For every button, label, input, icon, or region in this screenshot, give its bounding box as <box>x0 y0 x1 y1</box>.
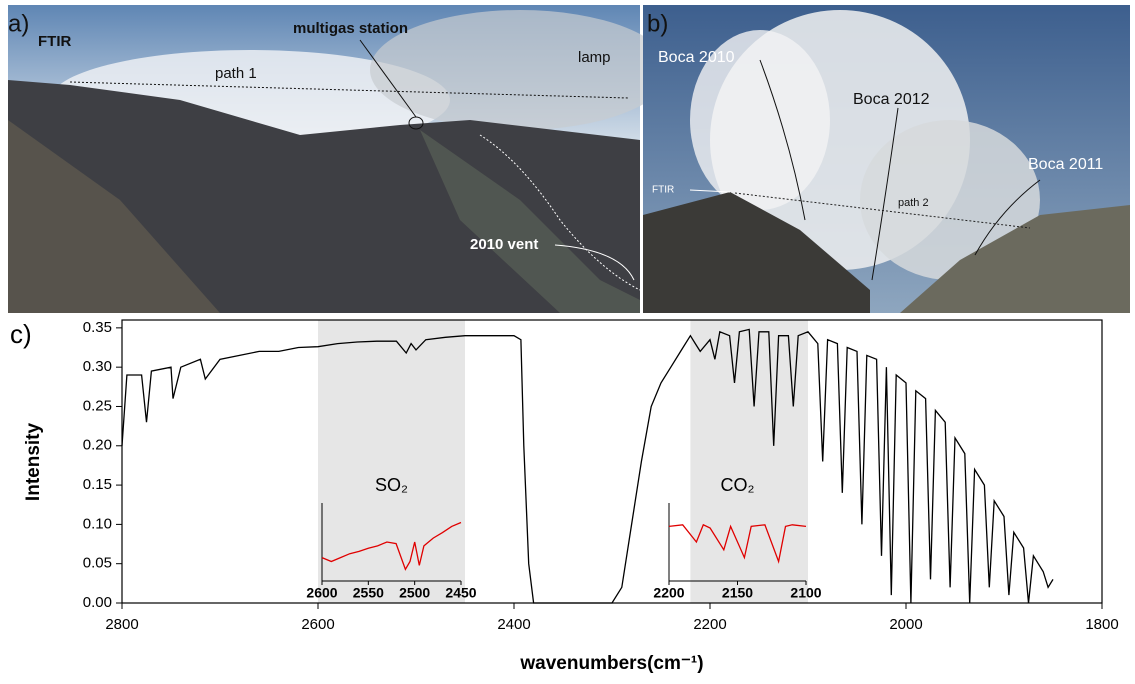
x-tick-label: 2450 <box>445 585 476 601</box>
photo-label: FTIR <box>38 33 71 50</box>
x-tick-label: 2200 <box>653 585 684 601</box>
photo-label: lamp <box>578 49 611 66</box>
inset-label: CO₂ <box>721 475 755 495</box>
photo-b: b) Boca 2010 Boca 2012 Boca 2011 FTIR pa… <box>643 5 1130 313</box>
x-tick-label: 2600 <box>301 616 334 633</box>
x-tick-label: 1800 <box>1085 616 1118 633</box>
x-tick-label: 2800 <box>105 616 138 633</box>
x-tick-label: 2100 <box>790 585 821 601</box>
x-tick-label: 2150 <box>722 585 753 601</box>
x-axis-label: wavenumbers(cm⁻¹) <box>519 653 703 674</box>
photo-label: Boca 2011 <box>1028 156 1103 173</box>
photo-label: Boca 2010 <box>658 49 735 66</box>
x-tick-label: 2400 <box>497 616 530 633</box>
x-tick-label: 2500 <box>399 585 430 601</box>
x-tick-label: 2600 <box>306 585 337 601</box>
photo-label: Boca 2012 <box>853 91 930 108</box>
photo-label: multigas station <box>293 20 408 37</box>
y-tick-label: 0.10 <box>83 515 112 532</box>
photo-label: path 2 <box>898 197 929 209</box>
photo-a: a) FTIR multigas station path 1 lamp 201… <box>8 5 670 313</box>
inset-label: SO₂ <box>375 475 408 495</box>
y-tick-label: 0.15 <box>83 476 112 493</box>
panel-label: c) <box>10 319 32 349</box>
x-tick-label: 2000 <box>889 616 922 633</box>
y-tick-label: 0.25 <box>83 397 112 414</box>
x-tick-label: 2550 <box>353 585 384 601</box>
panel-label: b) <box>647 10 668 37</box>
figure: a) FTIR multigas station path 1 lamp 201… <box>0 0 1135 684</box>
plot-frame <box>122 320 1102 603</box>
y-tick-label: 0.20 <box>83 437 112 454</box>
photo-label: path 1 <box>215 65 257 82</box>
spectrum-line <box>122 329 1053 603</box>
photo-label: 2010 vent <box>470 236 538 253</box>
y-tick-label: 0.35 <box>83 319 112 336</box>
y-axis-label: Intensity <box>23 423 44 502</box>
x-tick-label: 2200 <box>693 616 726 633</box>
photo-label: FTIR <box>652 185 674 196</box>
panel-label: a) <box>8 10 29 37</box>
y-tick-label: 0.05 <box>83 555 112 572</box>
y-tick-label: 0.30 <box>83 358 112 375</box>
y-tick-label: 0.00 <box>83 594 112 611</box>
highlight-region <box>318 320 465 603</box>
